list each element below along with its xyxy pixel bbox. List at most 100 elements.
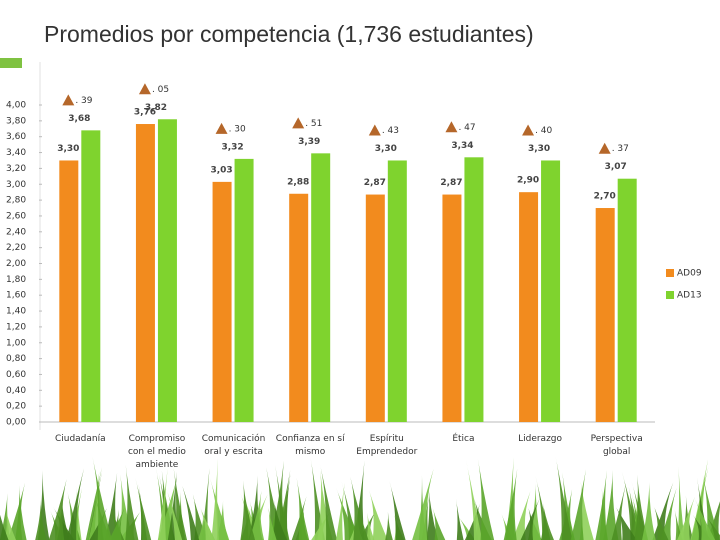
grass-blade [104, 472, 118, 540]
bar [519, 192, 539, 422]
grass-blade [570, 469, 587, 540]
value-label: 3,30 [528, 144, 550, 154]
grass-blade [389, 480, 406, 540]
grass-blade [603, 469, 619, 540]
chart-title: Promedios por competencia (1,736 estudia… [44, 21, 534, 47]
grass-blade [465, 459, 483, 540]
grass-blade [0, 514, 9, 540]
bar [212, 181, 232, 422]
legend-swatch [666, 269, 674, 277]
y-tick-label: 0,40 [6, 386, 26, 396]
value-label: 2,87 [364, 178, 386, 188]
bar [157, 119, 177, 422]
grass-blade [634, 474, 649, 540]
legend-label: AD13 [677, 291, 702, 301]
x-tick-label: Liderazgo [518, 434, 562, 444]
value-label: 3,03 [210, 165, 232, 175]
annotation-icon [368, 124, 381, 136]
annotation-icon [62, 94, 75, 106]
grass-blade [199, 505, 215, 540]
grass-blade [201, 468, 210, 540]
annotation: . 47 [458, 123, 475, 133]
grass-blade [125, 464, 139, 540]
grass-blade [426, 488, 438, 540]
grass-blade [642, 481, 656, 540]
grass-blade [270, 460, 286, 540]
annotation-icon [445, 121, 458, 133]
grass-blade [653, 504, 669, 540]
grass-blade [180, 479, 200, 540]
grass-blade [614, 504, 637, 540]
grass-blade [119, 474, 134, 540]
y-tick-label: 4,00 [6, 101, 26, 111]
value-label: 2,87 [440, 178, 462, 188]
x-tick-label: Ética [452, 432, 474, 444]
grass-blade [579, 481, 594, 540]
grass [0, 455, 720, 540]
grass-blade [350, 477, 369, 540]
bar [541, 160, 561, 422]
grass-blade [211, 458, 219, 540]
grass-blade [366, 512, 375, 540]
grass-blade [660, 488, 677, 540]
grass-blade [53, 506, 75, 540]
y-tick-label: 1,40 [6, 307, 26, 317]
grass-blade [317, 470, 333, 540]
grass-blade [240, 480, 256, 540]
grass-blade [4, 507, 17, 540]
grass-blade [310, 457, 325, 540]
x-tick-label: Perspectiva global [591, 434, 643, 457]
grass-blade [477, 459, 495, 540]
grass-blade [674, 509, 683, 540]
grass-blade [165, 486, 183, 540]
grass-blade [691, 467, 709, 540]
grass-blade [108, 506, 125, 540]
grass-blade [455, 498, 464, 540]
legend-label: AD09 [677, 269, 702, 279]
y-tick-label: 1,20 [6, 322, 26, 332]
grass-blade [35, 499, 47, 540]
y-tick-label: 0,20 [6, 402, 26, 412]
value-label: 3,82 [145, 103, 167, 113]
grass-blade [319, 463, 338, 540]
bar [387, 160, 407, 422]
y-tick-label: 3,20 [6, 164, 26, 174]
value-label: 3,68 [68, 114, 90, 124]
annotation-icon [215, 122, 228, 134]
grass-blade [707, 501, 720, 540]
grass-blade [157, 468, 168, 540]
grass-blade [595, 470, 608, 540]
grass-blade [694, 499, 716, 540]
y-tick-label: 1,80 [6, 275, 26, 285]
value-label: 3,39 [298, 137, 320, 147]
x-tick-label: Comunicación oral y escrita [202, 433, 266, 457]
x-tick-label: Ciudadanía [55, 434, 106, 444]
annotation-icon [138, 83, 151, 95]
bar [289, 193, 309, 422]
annotation-icon [522, 124, 535, 136]
value-label: 3,30 [57, 144, 79, 154]
annotation-icon [598, 142, 611, 154]
y-tick-label: 1,60 [6, 291, 26, 301]
annotation-icon [292, 117, 305, 129]
grass-blade [611, 484, 626, 540]
bar [365, 194, 385, 422]
y-tick-label: 2,00 [6, 259, 26, 269]
bar [234, 158, 254, 422]
y-tick-label: 2,20 [6, 243, 26, 253]
value-label: 3,07 [605, 162, 627, 172]
grass-blade [335, 487, 357, 540]
grass-blade [677, 466, 685, 540]
annotation: . 05 [152, 85, 169, 95]
x-tick-label: Espíritu Emprendedor [356, 434, 417, 457]
bar [442, 194, 462, 422]
bar [595, 208, 615, 422]
bar [311, 153, 331, 422]
value-label: 2,90 [517, 176, 539, 186]
grass-blade [704, 514, 720, 540]
grass-blade [249, 490, 265, 540]
annotation: . 37 [612, 144, 629, 154]
x-tick-label: Compromiso con el medio ambiente [128, 434, 186, 470]
grass-blade [432, 507, 446, 540]
